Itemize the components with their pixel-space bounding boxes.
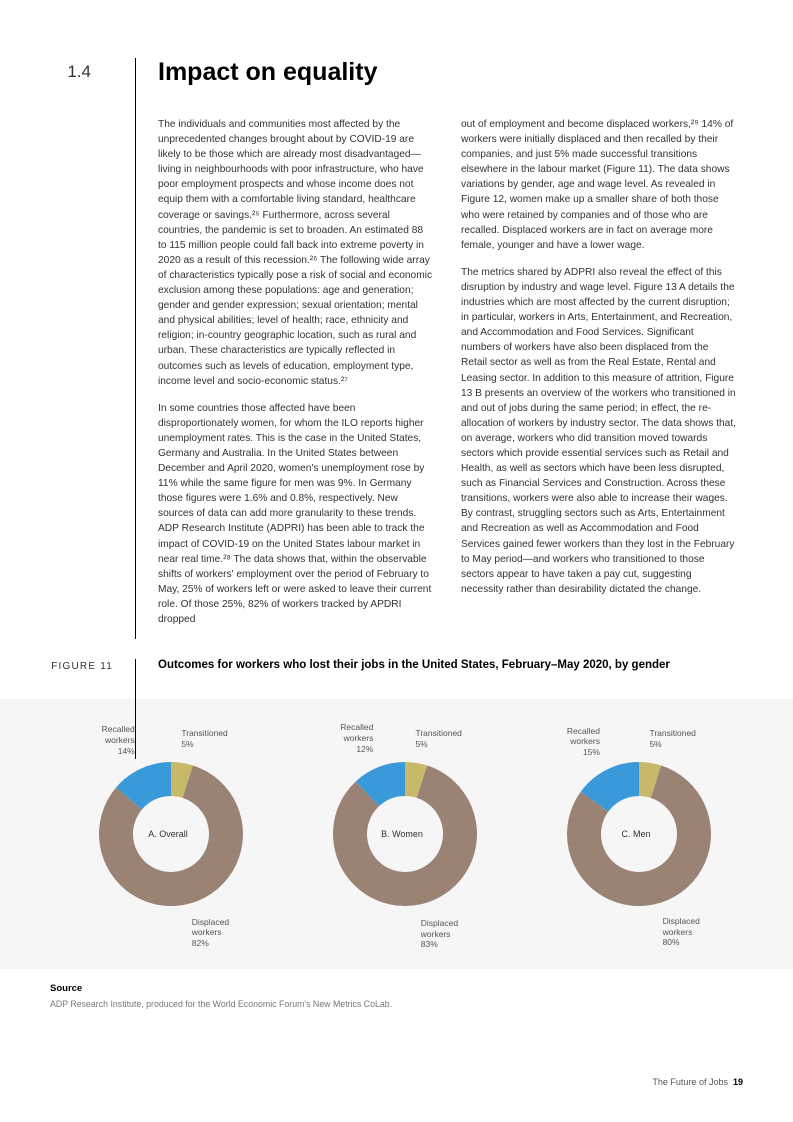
- body-paragraph: In some countries those affected have be…: [158, 401, 433, 627]
- body-column-1: The individuals and communities most aff…: [158, 117, 433, 639]
- donut-segment-label: Recalledworkers15%: [567, 726, 600, 758]
- figure-charts: A. Overall Recalledworkers14% Transitioned…: [0, 699, 793, 969]
- donut-center-label: C. Men: [621, 829, 650, 839]
- source-block: Source ADP Research Institute, produced …: [50, 983, 743, 1010]
- donut-chart: A. Overall Recalledworkers14% Transitioned…: [50, 724, 275, 944]
- donut-chart: B. Women Recalledworkers12% Transitioned5%…: [284, 724, 509, 944]
- donut-segment-label: Displacedworkers83%: [421, 918, 458, 950]
- donut-segment-label: Transitioned5%: [649, 728, 695, 749]
- body-paragraph: The individuals and communities most aff…: [158, 117, 433, 389]
- body-paragraph: out of employment and become displaced w…: [461, 117, 736, 253]
- footer-page-number: 19: [733, 1077, 743, 1087]
- footer-doc-title: The Future of Jobs: [652, 1077, 728, 1087]
- body-paragraph: The metrics shared by ADPRI also reveal …: [461, 265, 736, 597]
- donut-segment-label: Transitioned5%: [415, 728, 461, 749]
- body-text: The individuals and communities most aff…: [136, 117, 743, 639]
- donut-segment-label: Transitioned5%: [181, 728, 227, 749]
- section-number: 1.4: [50, 58, 113, 82]
- source-title: Source: [50, 983, 743, 994]
- donut-center-label: A. Overall: [148, 829, 188, 839]
- donut-chart: C. MenRecalledworkers15%Transitioned5%Di…: [518, 724, 743, 944]
- donut-segment-label: Displacedworkers80%: [663, 916, 700, 948]
- page-footer: The Future of Jobs 19: [652, 1077, 743, 1087]
- donut-segment-label: Recalledworkers12%: [340, 722, 373, 754]
- section-title: Impact on equality: [136, 58, 743, 87]
- body-column-2: out of employment and become displaced w…: [461, 117, 736, 639]
- source-text: ADP Research Institute, produced for the…: [50, 998, 743, 1010]
- donut-segment-label: Recalledworkers14%: [102, 724, 135, 756]
- donut-segment-label: Displacedworkers82%: [192, 917, 229, 949]
- donut-center-label: B. Women: [381, 829, 423, 839]
